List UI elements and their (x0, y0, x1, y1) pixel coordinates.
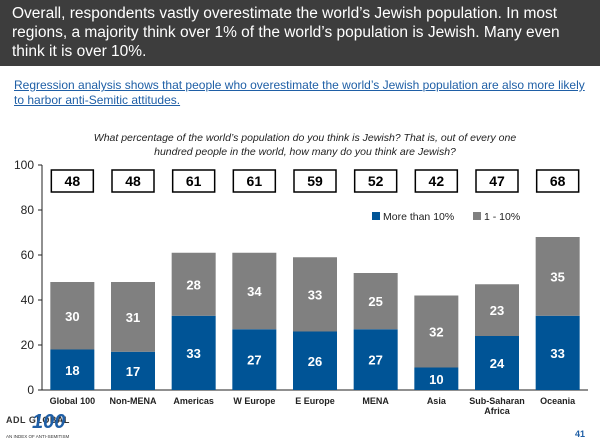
category-label: Americas (173, 396, 214, 406)
total-label: 48 (65, 173, 81, 189)
bar-segment-label: 27 (247, 353, 261, 368)
bar-segment (171, 315, 216, 390)
category-label: Global 100 (50, 396, 96, 406)
total-label: 42 (429, 173, 445, 189)
bar-segment-label: 17 (126, 364, 140, 379)
total-label: 48 (125, 173, 141, 189)
bar-segment (353, 273, 398, 330)
bar-segment (111, 351, 155, 390)
bar-segment (535, 237, 580, 316)
logo-tagline: AN INDEX OF ANTI-SEMITISM (6, 434, 70, 439)
total-label: 68 (550, 173, 566, 189)
y-tick-label: 60 (21, 248, 35, 262)
total-label: 61 (186, 173, 202, 189)
chart-question: What percentage of the world’s populatio… (93, 132, 517, 158)
y-tick-label: 40 (21, 293, 35, 307)
bar-segment (475, 284, 519, 336)
bar-segment (293, 331, 337, 390)
slide-header: Overall, respondents vastly overestimate… (0, 0, 600, 66)
bar-segment-label: 35 (550, 269, 564, 284)
bar-segment (353, 329, 398, 390)
bar-segment (535, 315, 580, 390)
bar-segment (475, 336, 519, 390)
adl-global-100-logo: ADL GLOBAL 100 AN INDEX OF ANTI-SEMITISM (6, 411, 96, 445)
bar-segment-label: 33 (186, 346, 200, 361)
bar-segment-label: 10 (429, 372, 443, 387)
total-box (293, 169, 337, 193)
bar-segment (414, 367, 459, 390)
bar-segment-label: 23 (490, 303, 504, 318)
page-number: 41 (574, 429, 585, 439)
stacked-bar-chart: 0 20 40 60 80 100 18 30 17 31 33 28 27 34 26 33 27 25 10 3… (14, 158, 588, 415)
total-box (535, 169, 580, 193)
legend-label: More than 10% (383, 211, 454, 223)
bar-segment-label: 31 (126, 310, 140, 325)
total-label: 52 (368, 173, 384, 189)
total-box (353, 169, 398, 193)
bar-segment-label: 33 (550, 346, 564, 361)
bar-segment-label: 28 (186, 277, 200, 292)
bars-group: 18 30 17 31 33 28 27 34 26 33 27 25 10 32 24 23 33 35 (50, 237, 580, 390)
category-label: MENA (362, 396, 389, 406)
category-label: E Europe (295, 396, 335, 406)
total-box (475, 169, 519, 193)
category-label: Oceania (540, 396, 576, 406)
bar-segment (293, 257, 337, 332)
bar-segment (50, 349, 95, 390)
bar-segment-label: 27 (368, 353, 382, 368)
logo-brand-text: ADL GLOBAL (6, 415, 70, 425)
bar-segment (232, 252, 277, 330)
legend-swatch (372, 212, 380, 220)
legend-swatch (473, 212, 481, 220)
y-tick-label: 20 (21, 338, 35, 352)
y-tick-label: 0 (27, 383, 34, 397)
bar-segment-label: 26 (308, 354, 322, 369)
total-label: 47 (489, 173, 505, 189)
total-label: 61 (247, 173, 263, 189)
bar-segment (232, 329, 277, 390)
total-box (111, 169, 155, 193)
y-tick-label: 80 (21, 203, 35, 217)
category-label: Sub-Saharan Africa (469, 396, 525, 415)
bar-segment (171, 252, 216, 316)
bar-segment-label: 25 (368, 294, 382, 309)
category-label: W Europe (233, 396, 275, 406)
bar-segment-label: 24 (490, 356, 505, 371)
total-box (50, 169, 95, 193)
total-box (171, 169, 216, 193)
bar-segment-label: 18 (65, 363, 79, 378)
category-labels-group: Global 100 Non-MENA Americas W Europe E Euro… (50, 396, 577, 415)
subtitle-link[interactable]: Regression analysis shows that people wh… (14, 78, 585, 107)
chart-legend: More than 10% 1 - 10% (372, 211, 520, 223)
total-label: 59 (307, 173, 323, 189)
legend-label: 1 - 10% (484, 211, 520, 223)
bar-segment (50, 282, 95, 350)
bar-segment-label: 33 (308, 287, 322, 302)
total-box (232, 169, 277, 193)
bar-segment (111, 282, 155, 352)
bar-segment-label: 32 (429, 325, 443, 340)
bar-segment (414, 295, 459, 368)
category-label: Non-MENA (110, 396, 157, 406)
logo-number: 100 (32, 411, 66, 433)
totals-group: 48 48 61 61 59 52 42 47 68 (50, 169, 580, 193)
total-box (414, 169, 459, 193)
y-tick-label: 100 (14, 158, 34, 172)
bar-segment-label: 30 (65, 309, 79, 324)
headline: Overall, respondents vastly overestimate… (12, 5, 560, 60)
category-label: Asia (427, 396, 447, 406)
bar-segment-label: 34 (247, 284, 262, 299)
